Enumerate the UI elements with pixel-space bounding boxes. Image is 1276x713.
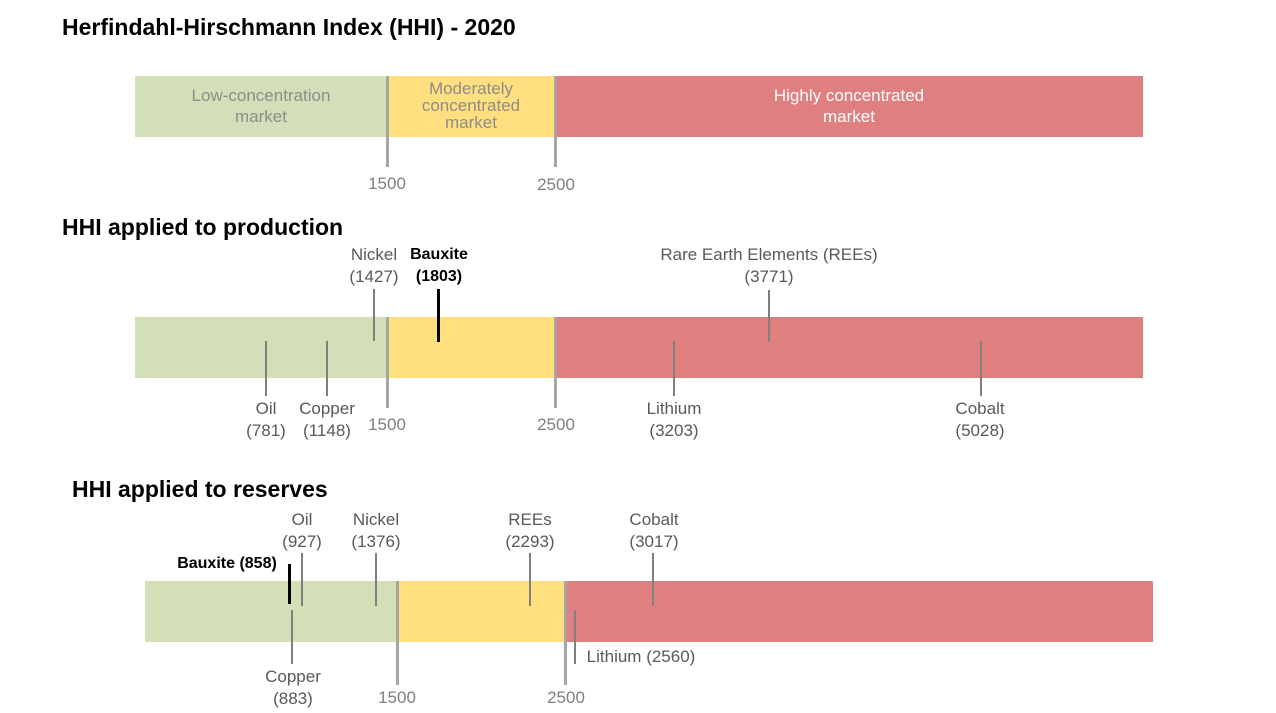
label-lithium-reserves: Lithium (2560) [586,647,696,666]
reserves-scale-bar [145,581,1153,642]
moderate-concentration-label: Moderately concentrated market [421,79,521,132]
threshold-label-2500: 2500 [547,688,585,707]
moderate-concentration-band [397,581,565,642]
label-oil-reserves: Oil (927) [282,510,322,551]
section-title-production: HHI applied to production [62,214,344,240]
marker-copper-reserves [291,610,293,664]
threshold-label-1500: 1500 [368,415,406,434]
marker-lithium-reserves [574,610,576,664]
marker-cobalt-production [980,341,982,396]
threshold-label-2500: 2500 [537,175,575,194]
high-concentration-band [565,581,1153,642]
label-nickel-reserves: Nickel (1376) [351,510,401,551]
marker-nickel-reserves [375,553,377,606]
marker-bauxite-reserves [288,564,291,604]
high-concentration-band: Highly concentrated market [555,76,1143,137]
marker-rees-production [768,290,770,342]
label-copper-production: Copper (1148) [299,399,355,440]
low-concentration-band [145,581,397,642]
marker-bauxite-production [437,289,440,342]
low-concentration-band: Low-concentration market [135,76,387,137]
marker-oil-reserves [301,553,303,606]
threshold-tick-2500 [554,76,557,167]
label-rees-reserves: REEs (2293) [505,510,555,551]
label-nickel-production: Nickel (1427) [349,245,399,286]
label-copper-reserves: Copper (883) [265,667,321,708]
label-rees-production: Rare Earth Elements (REEs) (3771) [660,245,878,286]
threshold-label-2500: 2500 [537,415,575,434]
threshold-tick-2500 [564,581,567,685]
high-concentration-label: Highly concentrated market [773,86,925,126]
moderate-concentration-band [387,317,555,378]
threshold-label-1500: 1500 [368,174,406,193]
threshold-tick-1500 [396,581,399,685]
threshold-label-1500: 1500 [378,688,416,707]
threshold-tick-1500 [386,76,389,167]
label-lithium-production: Lithium (3203) [646,399,702,440]
high-concentration-band [555,317,1143,378]
marker-cobalt-reserves [652,553,654,606]
label-bauxite-reserves: Bauxite (858) [177,555,277,572]
section-title-reserves: HHI applied to reserves [72,476,328,502]
threshold-tick-1500 [386,317,389,408]
label-cobalt-production: Cobalt (5028) [955,399,1005,440]
marker-lithium-production [673,341,675,396]
marker-rees-reserves [529,553,531,606]
label-oil-production: Oil (781) [246,399,286,440]
marker-oil-production [265,341,267,396]
section-title-hhi-2020: Herfindahl-Hirschmann Index (HHI) - 2020 [62,14,516,40]
moderate-concentration-band: Moderately concentrated market [387,76,555,137]
low-concentration-label: Low-concentration market [191,86,331,126]
low-concentration-band [135,317,387,378]
label-cobalt-reserves: Cobalt (3017) [629,510,679,551]
hhi-scale-bar: Low-concentration market Moderately conc… [135,76,1143,137]
marker-nickel-production [373,289,375,341]
marker-copper-production [326,341,328,396]
production-scale-bar [135,317,1143,378]
threshold-tick-2500 [554,317,557,408]
label-bauxite-production: Bauxite (1803) [410,246,468,285]
